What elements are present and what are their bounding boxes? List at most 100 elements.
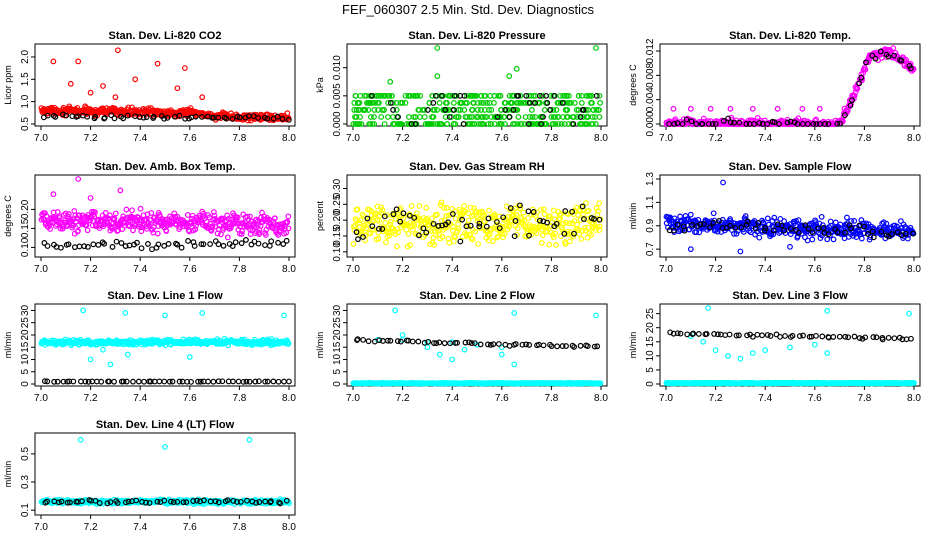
data-point — [365, 338, 372, 345]
data-point — [124, 112, 131, 119]
data-point — [861, 230, 868, 236]
data-point — [364, 221, 371, 228]
x-tick-label: 8.0 — [282, 393, 296, 404]
y-tick-label: 25 — [645, 308, 656, 320]
data-point — [577, 217, 584, 223]
data-point — [238, 231, 245, 237]
x-tick-label: 7.2 — [396, 133, 410, 144]
data-point — [393, 107, 400, 113]
data-point — [466, 121, 473, 127]
data-point — [359, 231, 365, 238]
data-point — [771, 214, 778, 221]
data-point — [595, 208, 602, 214]
x-tick-label: 8.0 — [594, 264, 608, 275]
x-tick-label: 7.4 — [758, 264, 772, 275]
data-point — [584, 234, 591, 241]
data-point — [731, 119, 737, 126]
data-point — [747, 229, 754, 236]
data-point — [590, 121, 596, 127]
data-point — [740, 229, 747, 235]
data-point — [364, 215, 371, 222]
data-point — [560, 220, 567, 227]
x-tick-label: 7.6 — [183, 264, 197, 275]
data-point — [458, 99, 465, 106]
data-point — [434, 45, 441, 51]
data-point — [573, 107, 580, 113]
data-point — [578, 92, 585, 99]
y-tick-label: 0.5 — [20, 117, 31, 131]
data-point — [486, 207, 492, 214]
x-tick-label: 7.8 — [857, 264, 871, 275]
data-point — [424, 344, 431, 351]
data-point — [502, 107, 509, 113]
x-tick-label: 7.4 — [133, 393, 147, 404]
data-point — [532, 99, 539, 106]
data-point — [798, 230, 805, 237]
y-tick-label: 0.10 — [332, 242, 343, 262]
data-point — [446, 114, 453, 120]
data-point — [181, 65, 188, 72]
data-point — [275, 378, 282, 385]
x-tick-label: 7.6 — [808, 264, 822, 275]
x-tick-label: 7.0 — [346, 133, 360, 144]
data-point — [526, 99, 533, 106]
data-point — [369, 223, 376, 230]
x-tick-label: 8.0 — [282, 522, 296, 533]
data-point — [885, 53, 892, 60]
data-point — [154, 230, 161, 237]
data-point — [198, 241, 205, 248]
data-point — [50, 191, 57, 198]
y-axis-label: ml/min — [628, 332, 638, 359]
x-tick-label: 7.8 — [857, 133, 871, 144]
data-point — [422, 121, 429, 127]
x-tick-label: 7.8 — [857, 393, 871, 404]
data-point — [465, 217, 472, 224]
data-point — [475, 241, 482, 247]
data-point — [411, 214, 418, 221]
data-point — [546, 241, 553, 248]
data-point — [683, 116, 690, 123]
data-point — [274, 113, 281, 120]
data-point — [235, 378, 242, 385]
data-point — [847, 102, 854, 109]
data-point — [709, 121, 716, 127]
data-point — [371, 114, 377, 120]
data-point — [582, 107, 589, 113]
y-axis-label: percent — [315, 200, 325, 231]
data-point — [414, 92, 421, 99]
data-point — [720, 117, 727, 124]
data-point — [679, 121, 686, 127]
data-point — [526, 342, 533, 348]
data-point — [109, 226, 115, 232]
data-points — [38, 176, 292, 253]
data-point — [506, 73, 513, 80]
data-point — [560, 92, 567, 99]
data-point — [910, 65, 917, 72]
y-tick-label: 15 — [332, 341, 343, 353]
data-point — [407, 242, 413, 248]
data-point — [393, 243, 400, 250]
data-point — [353, 229, 360, 236]
y-tick-label: 20 — [645, 322, 656, 334]
data-point — [719, 216, 726, 223]
data-point — [506, 223, 512, 230]
data-point — [383, 239, 389, 246]
data-point — [281, 378, 287, 385]
data-point — [522, 114, 529, 120]
data-point — [540, 206, 547, 213]
data-point — [111, 378, 117, 385]
y-tick-label: 0.15 — [332, 226, 343, 246]
data-point — [402, 99, 409, 106]
data-point — [375, 225, 382, 232]
data-point — [432, 232, 439, 238]
data-point — [424, 107, 431, 113]
data-point — [501, 99, 508, 106]
data-point — [501, 121, 508, 127]
data-point — [811, 341, 818, 348]
data-point — [544, 228, 551, 235]
data-point — [787, 243, 793, 250]
data-point — [140, 114, 147, 121]
data-point — [528, 107, 535, 113]
data-point — [222, 219, 229, 225]
